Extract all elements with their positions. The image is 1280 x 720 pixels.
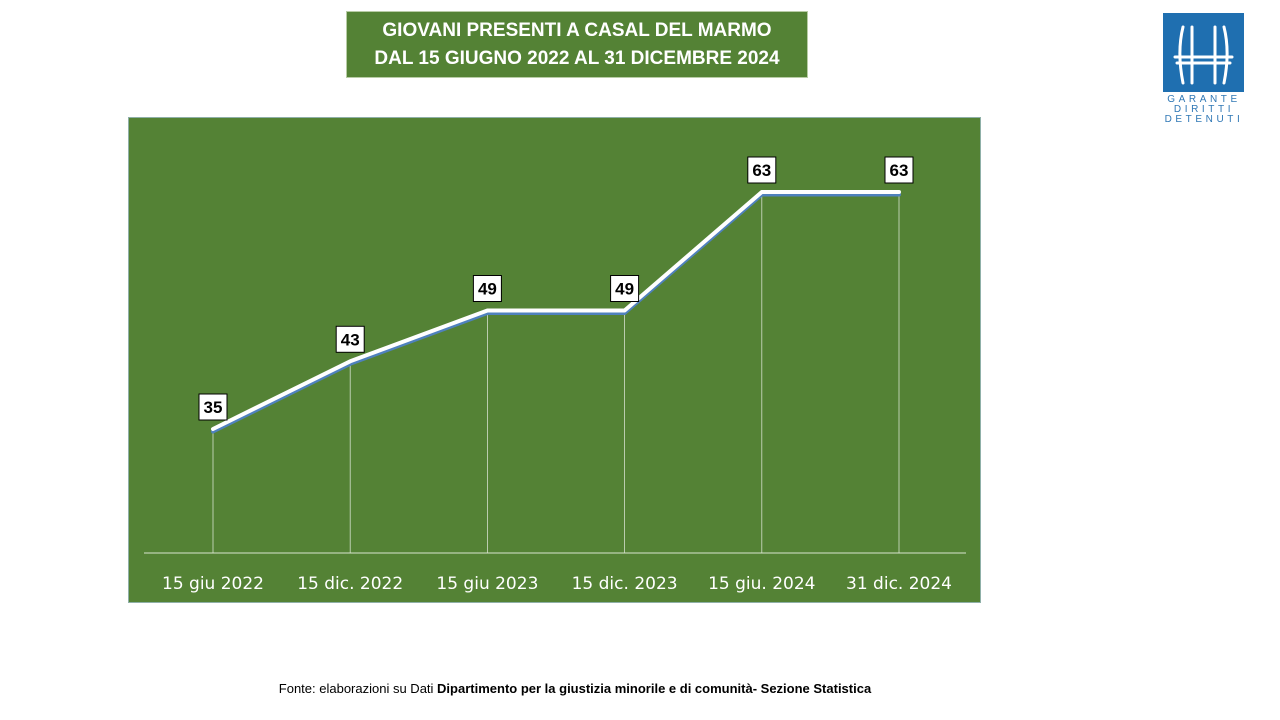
logo-line-1: GARANTE — [1167, 94, 1241, 105]
data-label: 35 — [204, 398, 223, 417]
source-note: Fonte: elaborazioni su Dati Dipartimento… — [0, 681, 1150, 696]
data-label-box — [884, 156, 914, 184]
x-tick-label: 31 dic. 2024 — [846, 574, 952, 594]
x-tick-label: 15 giu. 2024 — [708, 574, 815, 594]
logo-line-3: DETENUTI — [1164, 114, 1244, 125]
chart-title-line2: DAL 15 GIUGNO 2022 AL 31 DICEMBRE 2024 — [374, 48, 780, 69]
x-tick-label: 15 giu 2023 — [436, 574, 538, 594]
x-tick-label: 15 giu 2022 — [162, 574, 264, 594]
data-label: 49 — [615, 280, 634, 299]
garante-logo-mark — [1163, 13, 1244, 92]
x-tick-label: 15 dic. 2022 — [297, 574, 403, 594]
x-tick-label: 15 dic. 2023 — [572, 574, 678, 594]
data-label: 43 — [341, 330, 360, 349]
garante-logo-text: GARANTE DIRITTI DETENUTI — [1163, 95, 1245, 125]
source-bold: Dipartimento per la giustizia minorile e… — [437, 681, 872, 696]
series-line-shadow — [211, 192, 901, 434]
chart-title-line1: GIOVANI PRESENTI A CASAL DEL MARMO — [382, 20, 772, 41]
line-chart: 35 43 49 49 63 63 15 giu 2022 15 dic. 2022 15 gi… — [144, 156, 966, 594]
data-label-box — [198, 393, 228, 421]
chart-title-box: GIOVANI PRESENTI A CASAL DEL MARMO DAL 1… — [346, 11, 808, 78]
data-label: 49 — [478, 280, 497, 299]
garante-logo-icon — [1163, 13, 1244, 92]
source-prefix: Fonte: elaborazioni su Dati — [278, 681, 438, 696]
logo-line-2: DIRITTI — [1173, 104, 1235, 115]
data-label: 63 — [752, 161, 771, 180]
data-label: 63 — [890, 161, 909, 180]
data-label-box — [610, 275, 640, 302]
data-label-box — [472, 275, 502, 302]
data-label-box — [335, 325, 365, 353]
series-line — [211, 190, 901, 431]
garante-logo: GARANTE DIRITTI DETENUTI — [1163, 13, 1245, 125]
chart-panel: 35 43 49 49 63 63 15 giu 2022 15 dic. 2022 15 gi… — [128, 117, 981, 603]
data-label-box — [747, 156, 777, 184]
